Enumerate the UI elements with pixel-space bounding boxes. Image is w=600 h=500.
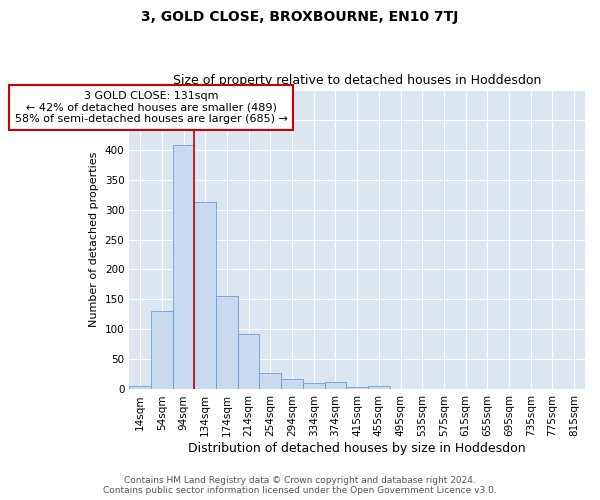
Bar xyxy=(173,144,194,390)
Bar xyxy=(368,386,389,390)
Bar xyxy=(498,389,520,390)
Bar xyxy=(325,382,346,390)
Bar xyxy=(303,383,325,390)
Bar xyxy=(129,386,151,390)
Bar xyxy=(194,202,216,390)
Bar xyxy=(281,378,303,390)
Y-axis label: Number of detached properties: Number of detached properties xyxy=(89,152,99,327)
Bar xyxy=(216,296,238,390)
Text: 3 GOLD CLOSE: 131sqm
← 42% of detached houses are smaller (489)
58% of semi-deta: 3 GOLD CLOSE: 131sqm ← 42% of detached h… xyxy=(14,91,287,124)
Bar xyxy=(389,389,412,390)
X-axis label: Distribution of detached houses by size in Hoddesdon: Distribution of detached houses by size … xyxy=(188,442,526,455)
Bar xyxy=(346,387,368,390)
Bar xyxy=(238,334,259,390)
Bar xyxy=(151,312,173,390)
Bar xyxy=(259,374,281,390)
Text: 3, GOLD CLOSE, BROXBOURNE, EN10 7TJ: 3, GOLD CLOSE, BROXBOURNE, EN10 7TJ xyxy=(142,10,458,24)
Title: Size of property relative to detached houses in Hoddesdon: Size of property relative to detached ho… xyxy=(173,74,541,87)
Text: Contains HM Land Registry data © Crown copyright and database right 2024.
Contai: Contains HM Land Registry data © Crown c… xyxy=(103,476,497,495)
